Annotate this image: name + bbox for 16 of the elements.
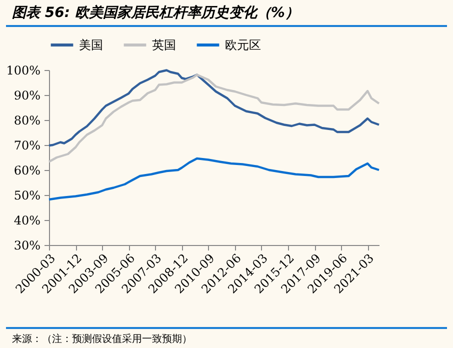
y-tick-label: 90%: [14, 88, 40, 102]
y-tick-label: 100%: [6, 64, 40, 78]
y-tick-label: 80%: [14, 114, 40, 128]
chart-title: 图表 56: 欧美国家居民杠杆率历史变化（%）: [6, 0, 447, 27]
y-tick-label: 50%: [14, 188, 40, 202]
legend-label: 美国: [79, 38, 103, 52]
y-tick-label: 30%: [14, 238, 40, 252]
y-tick-label: 40%: [14, 214, 40, 228]
line-series: [48, 74, 380, 163]
y-tick-label: 70%: [14, 138, 40, 152]
legend-label: 欧元区: [225, 38, 261, 52]
source-note: 来源：（注：预测假设值采用一致预期）: [6, 327, 447, 348]
line-series: [48, 69, 380, 147]
y-tick-label: 60%: [14, 164, 40, 178]
line-series: [48, 157, 380, 201]
legend-label: 英国: [152, 38, 176, 52]
